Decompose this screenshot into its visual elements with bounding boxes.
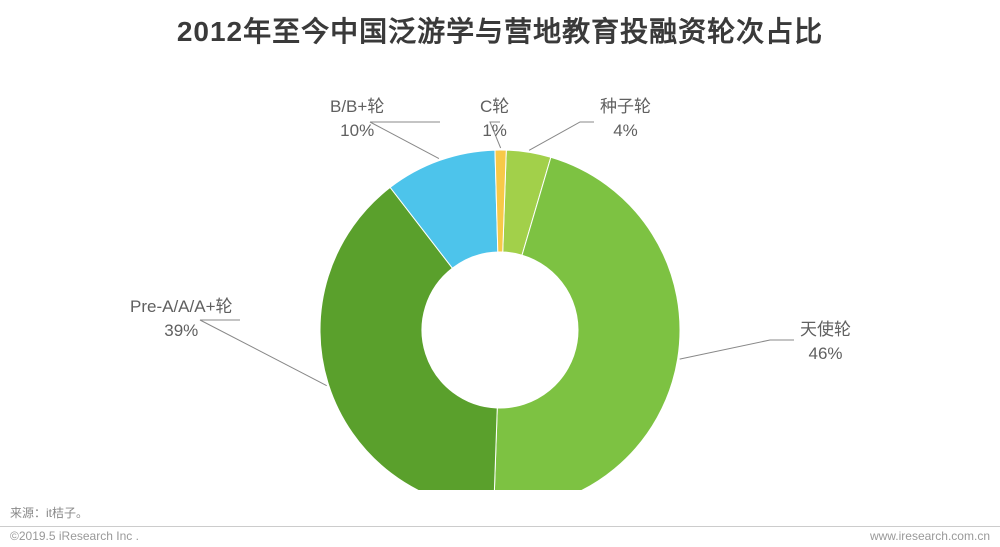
footer-divider — [0, 526, 1000, 527]
label-b-name: B/B+轮 — [330, 95, 384, 119]
donut-hole — [422, 252, 578, 408]
label-seed-value: 4% — [600, 119, 651, 143]
chart-title: 2012年至今中国泛游学与营地教育投融资轮次占比 — [0, 10, 1000, 50]
footer-copyright: ©2019.5 iResearch Inc . — [10, 529, 139, 543]
footer-source: 来源：it桔子。 — [10, 504, 88, 521]
footer-url: www.iresearch.com.cn — [870, 529, 990, 543]
label-b: B/B+轮10% — [330, 95, 384, 143]
label-c-name: C轮 — [480, 95, 509, 119]
label-preA-value: 39% — [130, 319, 233, 343]
label-c-value: 1% — [480, 119, 509, 143]
label-angel: 天使轮46% — [800, 318, 851, 366]
label-preA-name: Pre-A/A/A+轮 — [130, 295, 233, 319]
chart-container: 2012年至今中国泛游学与营地教育投融资轮次占比 种子轮4% 天使轮46% Pre-… — [0, 0, 1000, 547]
label-preA: Pre-A/A/A+轮39% — [130, 295, 233, 343]
label-b-value: 10% — [330, 119, 384, 143]
label-angel-name: 天使轮 — [800, 318, 851, 342]
leader-angel — [680, 340, 794, 359]
leader-seed — [529, 122, 594, 150]
label-c: C轮1% — [480, 95, 509, 143]
chart-area: 种子轮4% 天使轮46% Pre-A/A/A+轮39% B/B+轮10% C轮1% — [0, 60, 1000, 490]
label-seed: 种子轮4% — [600, 95, 651, 143]
label-seed-name: 种子轮 — [600, 95, 651, 119]
label-angel-value: 46% — [800, 342, 851, 366]
